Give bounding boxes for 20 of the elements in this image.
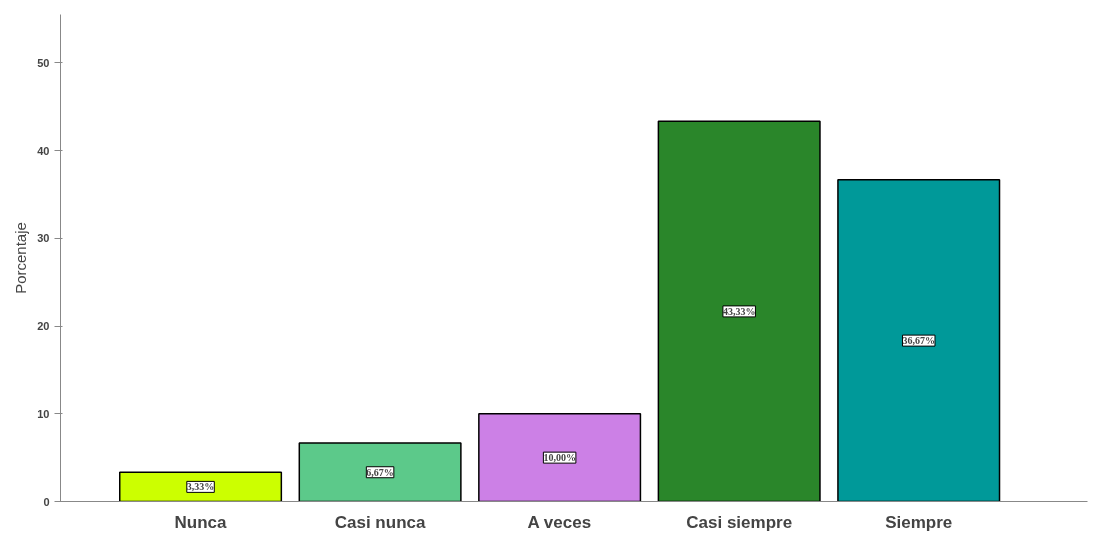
data-label: 3,33% — [186, 481, 215, 493]
bar — [119, 471, 283, 502]
x-tick-label: Siempre — [885, 512, 953, 532]
y-tick-label: 0 — [43, 495, 50, 508]
bar — [478, 413, 642, 502]
y-tick-label: 20 — [37, 320, 50, 332]
y-tick-label: 40 — [37, 144, 50, 157]
bar — [298, 442, 462, 502]
data-label: 10,00% — [543, 452, 576, 464]
x-tick-label: Casi siempre — [686, 512, 793, 532]
y-tick-label: 10 — [37, 407, 50, 420]
x-tick-label: A veces — [527, 512, 592, 532]
y-tick-label: 30 — [37, 232, 50, 245]
y-tick-label: 50 — [37, 56, 50, 69]
bar — [837, 178, 1001, 502]
y-axis-title: Porcentaje — [12, 222, 30, 294]
x-tick-label: Casi nunca — [334, 512, 426, 532]
data-label: 36,67% — [902, 335, 935, 347]
x-tick-label: Nunca — [174, 512, 228, 532]
bar — [657, 120, 821, 502]
